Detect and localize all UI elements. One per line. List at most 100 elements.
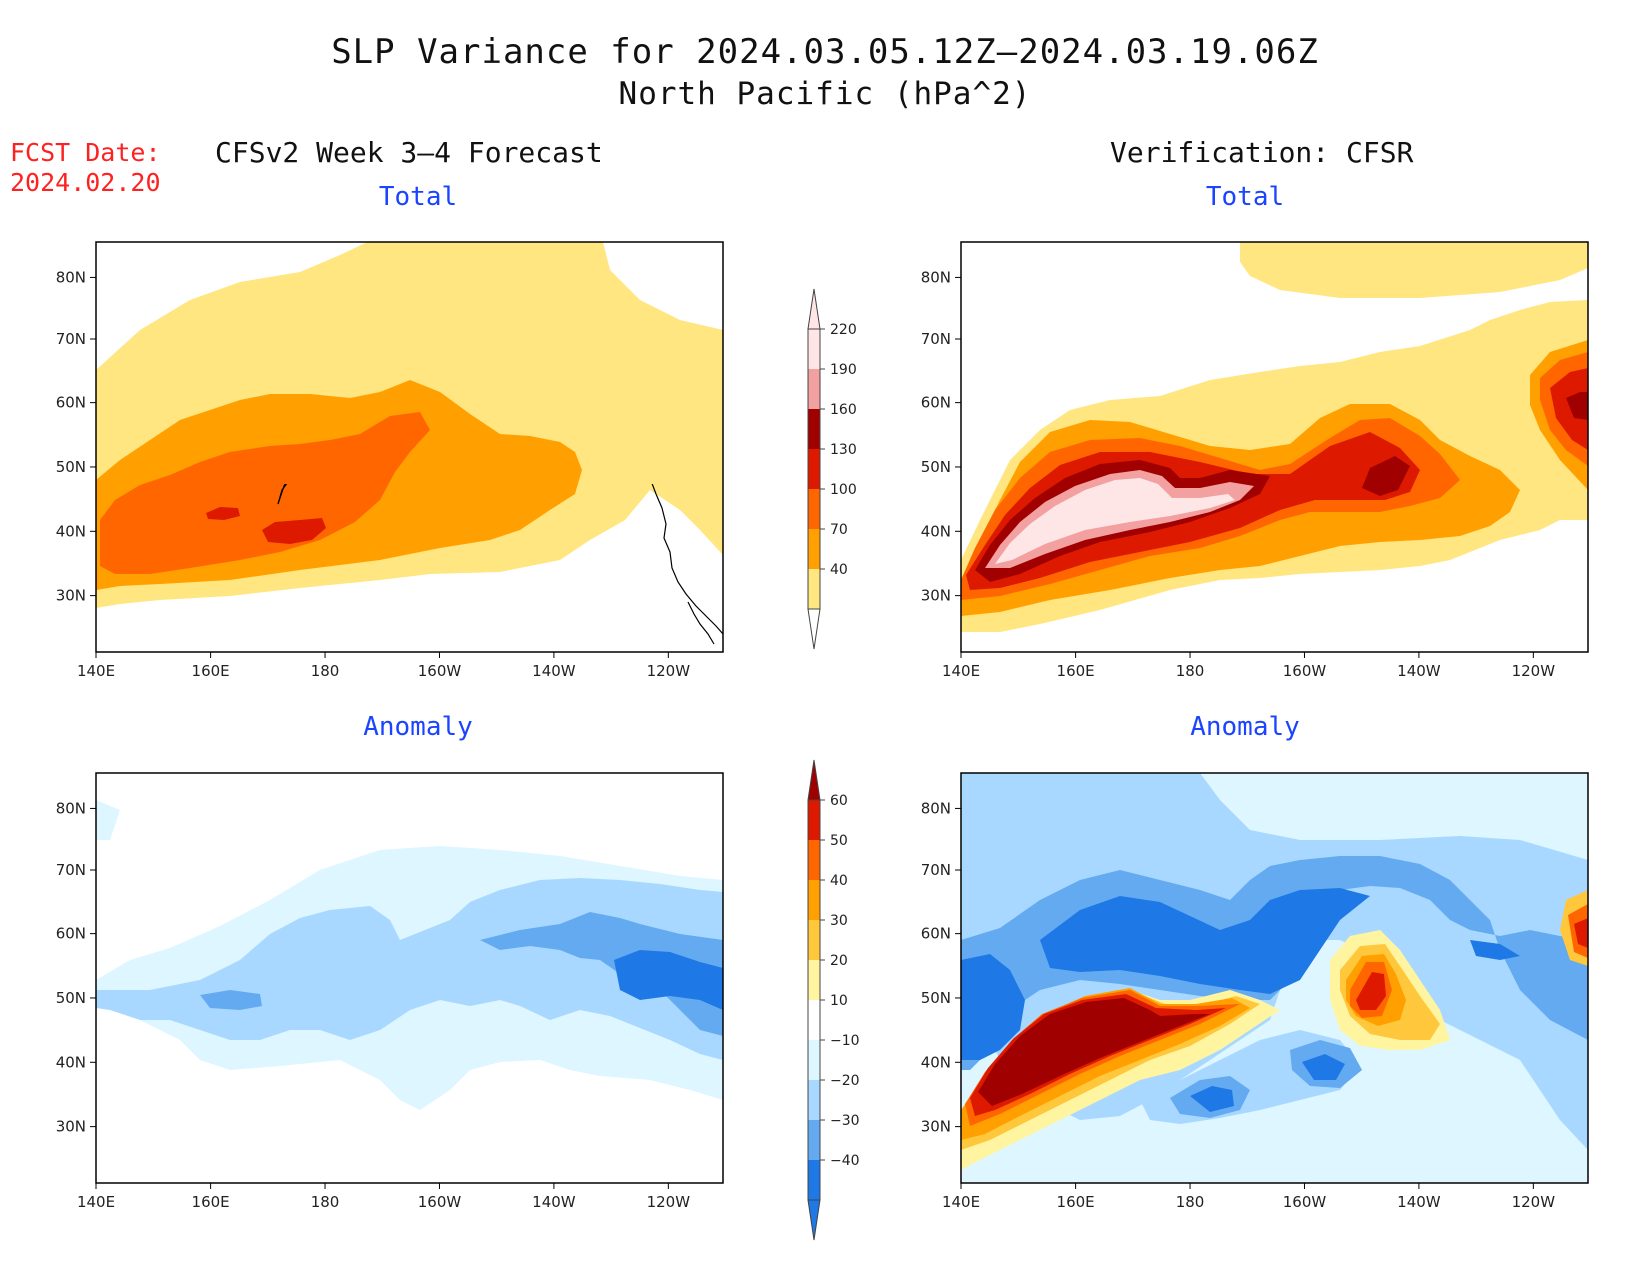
lon-tick-label: 180 <box>311 662 340 680</box>
lat-tick-label: 70N <box>56 861 86 879</box>
total-band-220 <box>995 478 1235 564</box>
map-axes: 140E 160E 180 160W 140W 120W 80N 70N 60N 50N 40N 30… <box>56 268 1556 1211</box>
forecast-date-value: 2024.02.20 <box>10 168 161 197</box>
total-band-160-right <box>1566 392 1588 420</box>
colorbar-label: 20 <box>830 953 848 969</box>
total-band-130-a <box>262 518 326 544</box>
colorbar-frame <box>807 328 821 610</box>
anomaly-band-neg40-b <box>1040 888 1370 994</box>
lat-tick-label: 80N <box>921 268 951 286</box>
colorbar-bottom-arrow <box>807 1199 821 1241</box>
left-column-title: CFSv2 Week 3–4 Forecast <box>215 136 603 169</box>
lat-tick-label: 80N <box>921 799 951 817</box>
anomaly-band-50-b <box>1356 972 1386 1010</box>
colorbar-label: 60 <box>830 793 848 809</box>
colorbar-label: 40 <box>830 562 848 578</box>
lon-tick-label: 160W <box>418 662 462 680</box>
forecast-total-title: Total <box>378 182 458 212</box>
lat-tick-label: 60N <box>921 925 951 943</box>
colorbar-segment <box>808 960 820 1000</box>
forecast-total-map <box>95 241 724 653</box>
total-band-130-right <box>1550 368 1588 450</box>
anomaly-band-neg40-e <box>1470 940 1520 960</box>
anomaly-band-neg30-b <box>200 990 262 1010</box>
lat-tick-label: 80N <box>56 799 86 817</box>
lon-tick-label: 160E <box>192 662 230 680</box>
colorbar-segment <box>808 1040 820 1080</box>
anomaly-band-50-right <box>1574 918 1588 948</box>
colorbar-label: 10 <box>830 993 848 1009</box>
anomaly-band-neg10 <box>96 800 120 840</box>
lon-tick-label: 140E <box>942 662 980 680</box>
anomaly-band-neg40-c <box>1190 1086 1234 1112</box>
colorbar-segment <box>808 1160 820 1200</box>
lon-tick-label: 140W <box>532 1193 576 1211</box>
colorbar-label: −30 <box>830 1113 860 1129</box>
lat-tick-label: 30N <box>56 1118 86 1136</box>
colorbar-segment <box>808 409 820 449</box>
lon-tick-label: 180 <box>1176 662 1205 680</box>
colorbar-label: 50 <box>830 833 848 849</box>
lat-tick-label: 50N <box>921 458 951 476</box>
colorbar-segment <box>808 569 820 609</box>
colorbar-top-arrow <box>807 759 821 801</box>
lat-tick-label: 50N <box>921 989 951 1007</box>
lat-tick-label: 30N <box>921 587 951 605</box>
colorbar-segment <box>808 529 820 569</box>
colorbar-top-arrow <box>807 288 821 330</box>
lat-tick-label: 70N <box>921 861 951 879</box>
forecast-anomaly-map <box>95 772 724 1184</box>
colorbar-label: 190 <box>830 362 857 378</box>
colorbar-segment <box>808 449 820 489</box>
colorbar-segment <box>808 800 820 840</box>
verification-total-title: Total <box>1205 182 1285 212</box>
lon-tick-label: 120W <box>647 1193 691 1211</box>
colorbar-label: 130 <box>830 442 857 458</box>
lon-tick-label: 160E <box>192 1193 230 1211</box>
verification-anomaly-map <box>960 772 1589 1184</box>
anomaly-band-neg40-d <box>1302 1054 1345 1080</box>
lat-tick-label: 50N <box>56 989 86 1007</box>
colorbar-label: −40 <box>830 1153 860 1169</box>
total-band-100 <box>100 412 430 574</box>
forecast-date-block: FCST Date: 2024.02.20 <box>10 138 161 198</box>
anomaly-band-neg30-a <box>480 912 723 1036</box>
lat-tick-label: 30N <box>921 1118 951 1136</box>
colorbar-bottom-arrow <box>807 608 821 650</box>
colorbar-segment <box>808 369 820 409</box>
total-band-160-b <box>1362 456 1410 496</box>
lat-tick-label: 30N <box>56 587 86 605</box>
forecast-date-label: FCST Date: <box>10 138 161 167</box>
lat-tick-label: 80N <box>56 268 86 286</box>
verification-total-map <box>960 241 1589 653</box>
colorbar-segment <box>808 880 820 920</box>
figure-title: SLP Variance for 2024.03.05.12Z–2024.03.… <box>331 32 1319 72</box>
lat-tick-label: 60N <box>921 394 951 412</box>
lon-tick-label: 180 <box>311 1193 340 1211</box>
lat-tick-label: 70N <box>921 330 951 348</box>
verification-anomaly-title: Anomaly <box>1190 712 1300 742</box>
forecast-anomaly-title: Anomaly <box>363 712 473 742</box>
colorbar-segment <box>808 1000 820 1040</box>
lat-tick-label: 40N <box>921 522 951 540</box>
colorbar-label: 70 <box>830 522 848 538</box>
colorbar-label: 220 <box>830 322 857 338</box>
total-band-40-top <box>1240 242 1588 298</box>
total-band-130-b <box>206 507 240 520</box>
lon-tick-label: 160W <box>1283 1193 1327 1211</box>
lon-tick-label: 180 <box>1176 1193 1205 1211</box>
anomaly-band-60 <box>978 998 1210 1106</box>
lat-tick-label: 40N <box>56 522 86 540</box>
lon-tick-label: 140E <box>77 1193 115 1211</box>
lon-tick-label: 140E <box>77 662 115 680</box>
anomaly-band-neg40 <box>614 950 723 1010</box>
colorbar-segment <box>808 840 820 880</box>
lon-tick-label: 120W <box>1512 1193 1556 1211</box>
colorbar-segment <box>808 1120 820 1160</box>
figure-subtitle: North Pacific (hPa^2) <box>618 76 1032 112</box>
lon-tick-label: 160E <box>1057 1193 1095 1211</box>
lon-tick-label: 160W <box>1283 662 1327 680</box>
colorbar-segment <box>808 329 820 369</box>
colorbar-label: 160 <box>830 402 857 418</box>
